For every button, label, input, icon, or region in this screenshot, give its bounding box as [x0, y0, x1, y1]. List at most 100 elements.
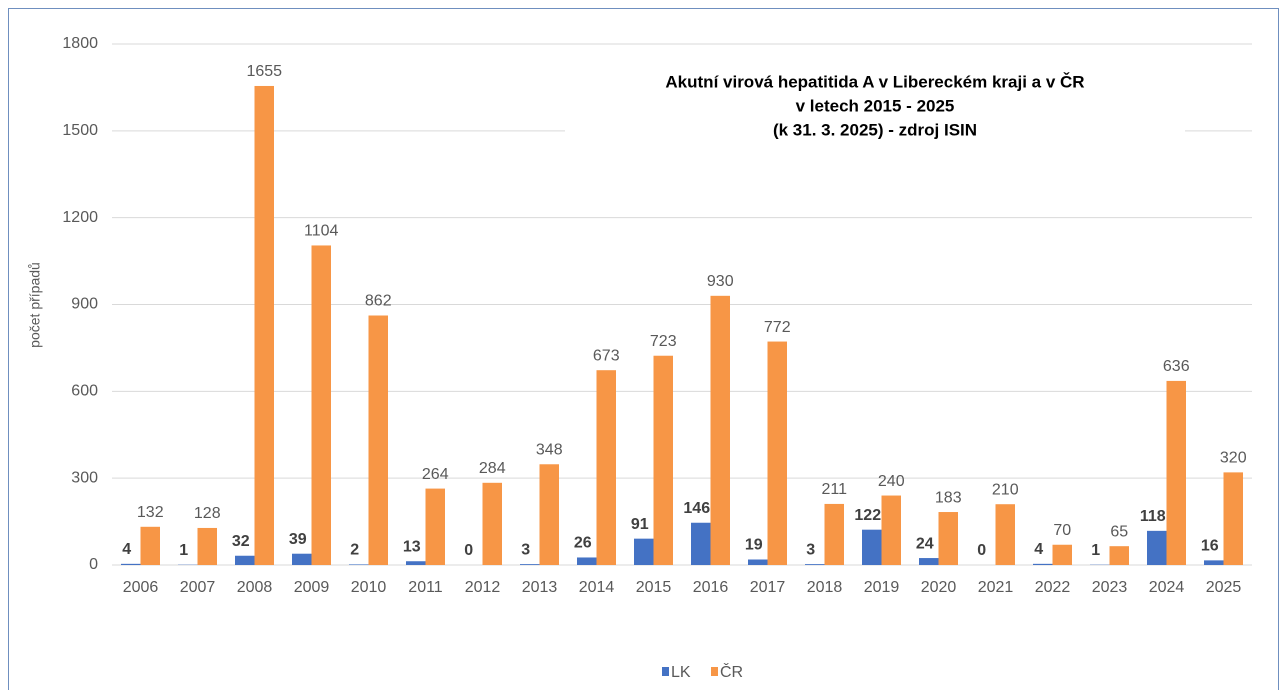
data-label: 132	[137, 504, 164, 521]
x-tick-label: 2009	[294, 579, 330, 596]
bar	[767, 341, 787, 565]
data-label: 0	[464, 542, 473, 559]
data-label: 39	[289, 531, 307, 548]
legend-label: ČR	[720, 662, 743, 681]
y-tick-label: 1200	[62, 209, 98, 226]
bar	[1109, 546, 1129, 565]
bar	[520, 564, 540, 565]
data-label: 146	[683, 500, 710, 517]
x-tick-label: 2022	[1035, 579, 1071, 596]
x-tick-label: 2015	[636, 579, 672, 596]
data-label: 1655	[246, 63, 282, 80]
data-label: 264	[422, 466, 449, 483]
bar	[805, 564, 825, 565]
data-label: 183	[935, 489, 962, 506]
x-tick-label: 2014	[579, 579, 615, 596]
bar	[121, 563, 141, 565]
bar	[140, 526, 160, 565]
data-label: 636	[1163, 358, 1190, 375]
data-label: 284	[479, 460, 506, 477]
bar	[881, 495, 901, 565]
data-label: 930	[707, 273, 734, 290]
bar	[254, 85, 274, 565]
data-label: 3	[521, 541, 530, 558]
y-tick-label: 1500	[62, 122, 98, 139]
data-label: 240	[878, 473, 905, 490]
bar	[1166, 380, 1186, 565]
data-label: 3	[806, 541, 815, 558]
bar	[406, 561, 426, 565]
data-label: 673	[593, 347, 620, 364]
data-label: 70	[1053, 522, 1071, 539]
x-tick-label: 2021	[978, 579, 1014, 596]
legend-label: LK	[671, 664, 691, 681]
y-tick-label: 0	[89, 556, 98, 573]
chart-title: v letech 2015 - 2025	[796, 96, 955, 115]
x-tick-label: 2025	[1206, 579, 1242, 596]
bar	[1147, 530, 1167, 565]
chart-title: Akutní virová hepatitida A v Libereckém …	[665, 72, 1084, 91]
x-tick-label: 2011	[408, 579, 443, 596]
y-axis-label: počet případů	[27, 262, 43, 348]
data-label: 862	[365, 293, 392, 310]
data-label: 118	[1140, 508, 1166, 525]
data-label: 320	[1220, 450, 1247, 467]
y-tick-label: 900	[71, 296, 98, 313]
bar	[235, 555, 255, 565]
legend-swatch	[662, 667, 669, 676]
x-tick-label: 2008	[237, 579, 273, 596]
bar	[710, 295, 730, 565]
data-label: 348	[536, 441, 563, 458]
data-label: 211	[821, 481, 847, 498]
x-tick-label: 2006	[123, 579, 159, 596]
data-label: 772	[764, 319, 791, 336]
x-tick-label: 2016	[693, 579, 729, 596]
y-tick-label: 600	[71, 383, 98, 400]
data-label: 122	[854, 507, 881, 524]
bar	[577, 557, 597, 565]
data-label: 723	[650, 333, 677, 350]
x-tick-label: 2010	[351, 579, 387, 596]
bar	[1204, 560, 1224, 565]
bar	[1052, 544, 1072, 565]
bar	[596, 370, 616, 565]
bar	[653, 355, 673, 565]
bar	[425, 488, 445, 565]
data-label: 1	[1091, 542, 1100, 559]
data-label: 1	[179, 542, 188, 559]
data-label: 91	[631, 516, 649, 533]
y-tick-label: 1800	[62, 35, 98, 52]
chart-title: (k 31. 3. 2025) - zdroj ISIN	[773, 120, 977, 139]
data-label: 128	[194, 505, 221, 522]
bar	[197, 527, 217, 565]
x-tick-label: 2013	[522, 579, 558, 596]
data-label: 19	[745, 537, 763, 554]
data-label: 0	[977, 542, 986, 559]
x-tick-label: 2012	[465, 579, 501, 596]
data-label: 4	[1034, 541, 1043, 558]
data-label: 13	[403, 538, 421, 555]
x-tick-label: 2020	[921, 579, 957, 596]
bar	[1033, 563, 1053, 565]
bar	[824, 503, 844, 565]
bar	[862, 529, 882, 565]
x-tick-label: 2019	[864, 579, 900, 596]
x-tick-label: 2007	[180, 579, 216, 596]
bar	[919, 558, 939, 565]
data-label: 65	[1110, 523, 1128, 540]
bar	[938, 512, 958, 565]
bar	[691, 522, 711, 565]
bar	[995, 504, 1015, 565]
data-label: 32	[232, 533, 250, 550]
bar	[292, 553, 312, 565]
bar	[539, 464, 559, 565]
data-label: 210	[992, 481, 1019, 498]
legend-swatch	[711, 667, 718, 676]
bar	[1223, 472, 1243, 565]
bar	[634, 538, 654, 565]
bar	[748, 559, 768, 565]
data-label: 24	[916, 535, 934, 552]
data-label: 4	[122, 541, 131, 558]
x-tick-label: 2024	[1149, 579, 1185, 596]
